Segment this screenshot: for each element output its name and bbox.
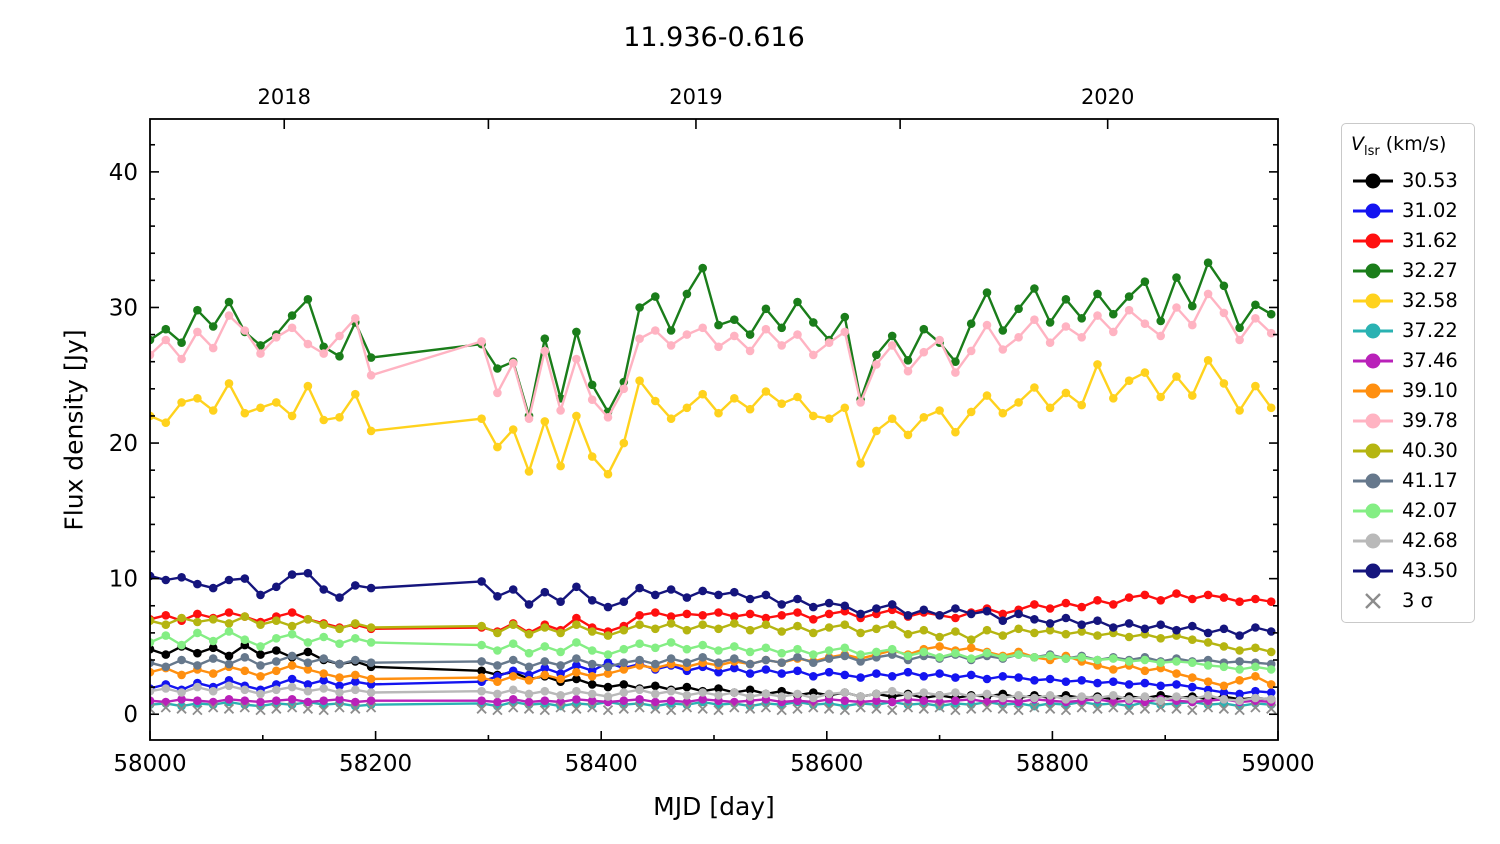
legend-line-marker-icon <box>1353 233 1393 249</box>
legend-item-label: 3 σ <box>1402 589 1433 613</box>
legend-line-marker-icon <box>1353 503 1393 519</box>
legend-item-label: 42.07 <box>1402 499 1458 523</box>
legend-line-marker-icon <box>1353 263 1393 279</box>
legend-item-40.30: 40.30 <box>1351 436 1466 466</box>
series-31.62 <box>150 589 1276 638</box>
series-39.78 <box>150 289 1276 424</box>
legend-item-label: 41.17 <box>1402 469 1458 493</box>
legend-item-label: 32.58 <box>1402 289 1458 313</box>
legend-title-units: (km/s) <box>1379 133 1447 155</box>
legend-item-37.22: 37.22 <box>1351 316 1466 346</box>
legend-item-label: 37.22 <box>1402 319 1458 343</box>
tick-labels: 58000 58200 58400 58600 58800 59000 0 10 20 30 40 <box>109 160 1315 777</box>
legend-entries: 30.53 31.02 31.62 32.27 32.58 37.22 37.46 39.10… <box>1351 166 1466 616</box>
legend-item-label: 37.46 <box>1402 349 1458 373</box>
svg-text:2018: 2018 <box>258 85 311 109</box>
legend-line-marker-icon <box>1353 173 1393 189</box>
svg-text:59000: 59000 <box>1241 751 1314 777</box>
legend-title: Vlsr (km/s) <box>1351 130 1466 166</box>
svg-text:58800: 58800 <box>1016 751 1089 777</box>
svg-text:58200: 58200 <box>339 751 412 777</box>
legend-item-3σ: 3 σ <box>1351 586 1466 616</box>
legend-box: Vlsr (km/s) 30.53 31.02 31.62 32.27 32.58 37.… <box>1341 123 1475 623</box>
legend-item-42.68: 42.68 <box>1351 526 1466 556</box>
legend-item-39.10: 39.10 <box>1351 376 1466 406</box>
legend-item-label: 31.02 <box>1402 199 1458 223</box>
legend-item-label: 31.62 <box>1402 229 1458 253</box>
legend-title-symbol: V <box>1351 133 1364 155</box>
legend-item-32.27: 32.27 <box>1351 256 1466 286</box>
x-axis-label: MJD [day] <box>653 792 775 821</box>
legend-item-label: 30.53 <box>1402 169 1458 193</box>
legend-item-41.17: 41.17 <box>1351 466 1466 496</box>
legend-line-marker-icon <box>1353 473 1393 489</box>
legend-line-marker-icon <box>1353 443 1393 459</box>
series-40.30 <box>150 612 1276 657</box>
legend-item-label: 40.30 <box>1402 439 1458 463</box>
legend-item-label: 43.50 <box>1402 559 1458 583</box>
legend-item-32.58: 32.58 <box>1351 286 1466 316</box>
series-layer <box>150 258 1277 716</box>
series-42.07 <box>150 627 1276 674</box>
svg-text:0: 0 <box>123 702 138 728</box>
legend-line-marker-icon <box>1353 353 1393 369</box>
svg-text:40: 40 <box>109 160 138 186</box>
legend-item-30.53: 30.53 <box>1351 166 1466 196</box>
legend-line-marker-icon <box>1353 413 1393 429</box>
y-axis-label: Flux density [Jy] <box>59 329 89 531</box>
legend-item-label: 32.27 <box>1402 259 1458 283</box>
svg-text:58000: 58000 <box>113 751 186 777</box>
svg-text:30: 30 <box>109 295 138 321</box>
chart-title: 11.936-0.616 <box>623 22 805 53</box>
legend-line-marker-icon <box>1353 563 1393 579</box>
legend-title-subscript: lsr <box>1364 143 1380 159</box>
legend-item-31.62: 31.62 <box>1351 226 1466 256</box>
legend-item-42.07: 42.07 <box>1351 496 1466 526</box>
svg-text:10: 10 <box>109 567 138 593</box>
legend-line-marker-icon <box>1353 203 1393 219</box>
legend-item-label: 39.10 <box>1402 379 1458 403</box>
svg-text:2020: 2020 <box>1081 85 1134 109</box>
svg-text:2019: 2019 <box>669 85 722 109</box>
svg-text:20: 20 <box>109 431 138 457</box>
svg-text:58400: 58400 <box>565 751 638 777</box>
axis-ticks <box>149 143 1279 740</box>
sigma3-markers <box>150 702 1277 716</box>
svg-text:58600: 58600 <box>790 751 863 777</box>
legend-item-43.50: 43.50 <box>1351 556 1466 586</box>
legend-line-marker-icon <box>1353 323 1393 339</box>
series-32.58 <box>150 356 1276 479</box>
axes-frame <box>149 118 1279 741</box>
series-42.68 <box>150 681 1276 705</box>
legend-line-marker-icon <box>1353 293 1393 309</box>
legend-item-31.02: 31.02 <box>1351 196 1466 226</box>
legend-item-label: 39.78 <box>1402 409 1458 433</box>
series-43.50 <box>150 568 1276 640</box>
legend-line-marker-icon <box>1353 383 1393 399</box>
legend-item-label: 42.68 <box>1402 529 1458 553</box>
legend-line-marker-icon <box>1353 533 1393 549</box>
top-year-axis: 2018 2019 2020 <box>258 85 1134 129</box>
legend-item-39.78: 39.78 <box>1351 406 1466 436</box>
legend-item-37.46: 37.46 <box>1351 346 1466 376</box>
series-32.27 <box>150 258 1276 421</box>
sigma-x-icon <box>1365 592 1381 609</box>
